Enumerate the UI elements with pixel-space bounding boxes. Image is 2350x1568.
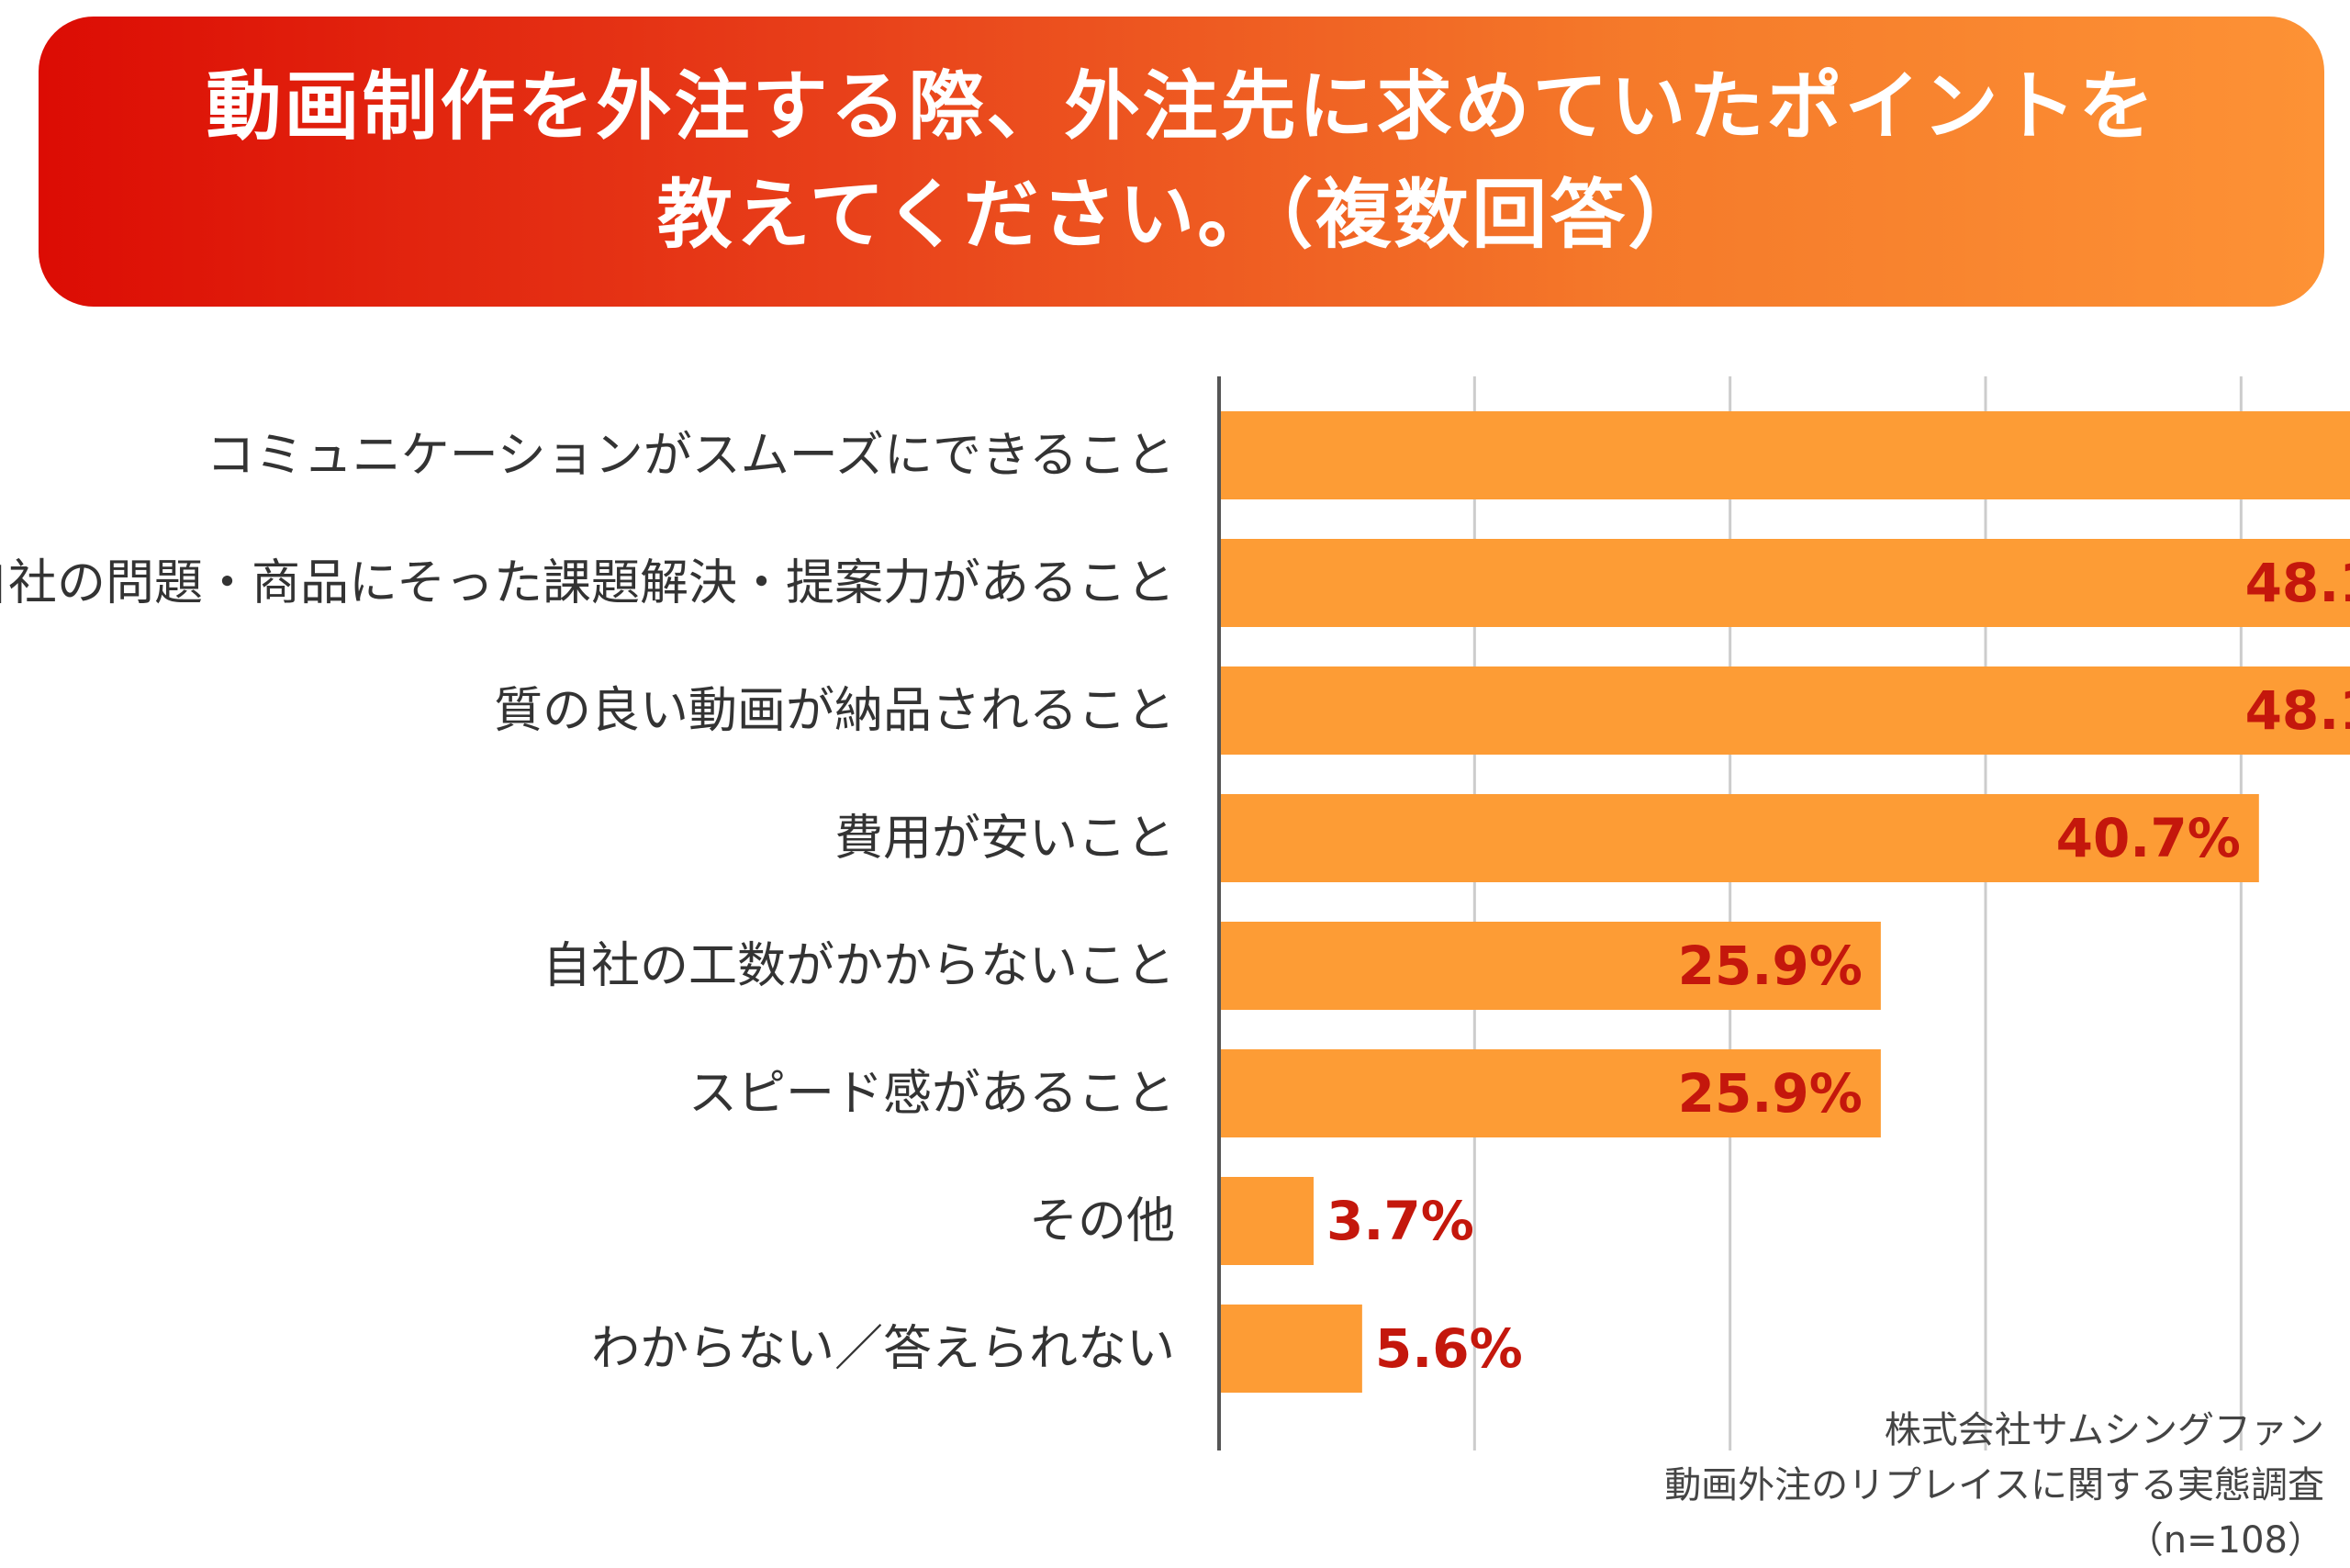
source-sample-size: （n=108） xyxy=(2126,1519,2324,1562)
bar xyxy=(1219,539,2350,627)
category-label: コミュニケーションがスムーズにできること xyxy=(207,428,1175,484)
source-company: 株式会社サムシングファン xyxy=(1884,1409,2324,1451)
bar xyxy=(1219,411,2350,499)
source-survey-name: 動画外注のリプレイスに関する実態調査 xyxy=(1664,1464,2324,1506)
category-label: 自社の問題・商品にそった課題解決・提案力があること xyxy=(0,555,1175,611)
value-label: 40.7% xyxy=(2056,807,2241,869)
bars xyxy=(1219,411,2350,1393)
category-label: 自社の工数がかからないこと xyxy=(543,938,1175,994)
title-banner: 動画制作を外注する際、外注先に求めていたポイントを 教えてください。（複数回答） xyxy=(39,17,2324,307)
value-label: 25.9% xyxy=(1678,1062,1863,1125)
bar xyxy=(1219,666,2350,755)
bar xyxy=(1219,1305,1362,1393)
category-label: 質の良い動画が納品されること xyxy=(494,683,1175,739)
value-label: 3.7% xyxy=(1326,1190,1474,1252)
chart-title-line-2: 教えてください。（複数回答） xyxy=(656,172,1707,259)
category-label: スピード感があること xyxy=(688,1066,1175,1122)
gridlines xyxy=(1472,376,2243,1450)
category-labels: コミュニケーションがスムーズにできること自社の問題・商品にそった課題解決・提案力… xyxy=(0,428,1175,1377)
value-label: 25.9% xyxy=(1678,935,1863,997)
value-label: 48.1% xyxy=(2245,552,2350,614)
bar xyxy=(1219,922,1881,1010)
value-label: 48.1% xyxy=(2245,679,2350,742)
bar xyxy=(1219,794,2259,882)
category-label: その他 xyxy=(1029,1193,1175,1249)
category-label: 費用が安いこと xyxy=(834,811,1175,867)
value-labels: 52.8%48.1%48.1%40.7%25.9%25.9%3.7%5.6% xyxy=(1326,552,2350,1380)
bar xyxy=(1219,1177,1314,1265)
category-label: わからない／答えられない xyxy=(591,1321,1175,1377)
source-note: 株式会社サムシングファン 動画外注のリプレイスに関する実態調査 （n=108） xyxy=(1664,1403,2324,1568)
bar xyxy=(1219,1049,1881,1137)
value-label: 5.6% xyxy=(1375,1317,1523,1380)
chart-title-line-1: 動画制作を外注する際、外注先に求めていたポイントを xyxy=(206,63,2157,151)
